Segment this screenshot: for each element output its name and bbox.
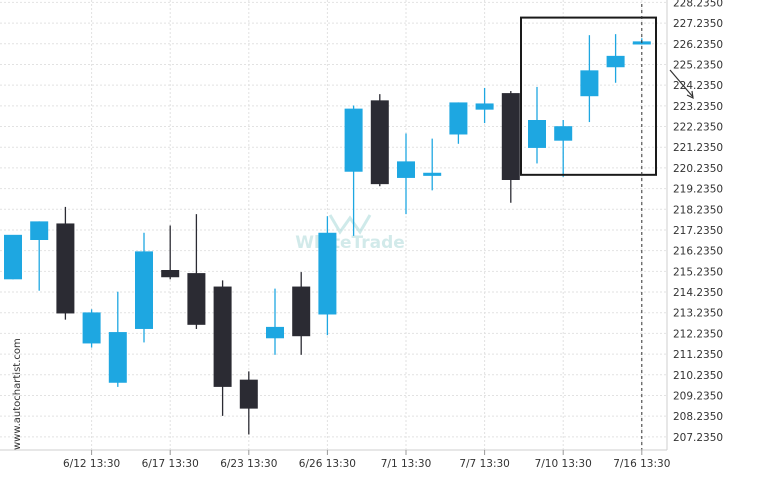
watermark-brand-text: WhiteTrade: [295, 233, 405, 253]
x-tick-label: 6/12 13:30: [63, 458, 120, 470]
candle-bearish: [161, 225, 180, 280]
candle-body: [266, 326, 284, 339]
y-tick-label: 209.2350: [673, 390, 723, 402]
y-tick-label: 207.2350: [673, 432, 723, 444]
candle-body: [606, 55, 625, 68]
y-tick-label: 223.2350: [673, 101, 723, 113]
candle-body: [82, 312, 101, 344]
candle-body: [501, 93, 520, 180]
candle-bullish: [4, 234, 22, 280]
forecast-arrow-head: [686, 90, 694, 100]
y-tick-label: 219.2350: [673, 184, 723, 196]
y-tick-label: 227.2350: [673, 18, 723, 30]
y-tick-label: 212.2350: [673, 328, 723, 340]
y-tick-label: 208.2350: [673, 411, 723, 423]
candle-body: [56, 223, 75, 314]
candle-bullish: [580, 35, 599, 123]
x-tick-label: 6/23 13:30: [220, 458, 277, 470]
candle-bullish: [318, 216, 337, 336]
candle-body: [4, 234, 22, 280]
y-tick-label: 224.2350: [673, 80, 723, 92]
y-tick-label: 218.2350: [673, 204, 723, 216]
candle-bullish: [449, 102, 468, 144]
candle-body: [30, 221, 49, 240]
grid: [0, 0, 667, 450]
x-tick-label: 7/16 13:30: [613, 458, 670, 470]
candle-body: [370, 100, 389, 185]
x-tick-label: 7/10 13:30: [535, 458, 592, 470]
candle-body: [397, 161, 415, 178]
y-tick-label: 210.2350: [673, 370, 723, 382]
x-tick-label: 7/7 13:30: [459, 458, 510, 470]
candle-body: [475, 103, 494, 110]
side-url-text: www.autochartist.com: [12, 338, 23, 450]
x-tick-label: 7/1 13:30: [381, 458, 432, 470]
candle-body: [161, 270, 180, 278]
candle-body: [135, 251, 153, 329]
candle-body: [318, 232, 337, 315]
candle-body: [213, 286, 232, 387]
candle-bullish: [82, 309, 101, 348]
pattern-box: [520, 16, 657, 176]
y-tick-label: 216.2350: [673, 246, 723, 258]
forecast-arrow-icon: [669, 69, 694, 100]
forecast-arrow-shaft: [669, 69, 694, 98]
candle-body: [449, 102, 468, 135]
candle-bullish: [475, 87, 494, 124]
candle-body: [292, 286, 311, 337]
y-tick-label: 213.2350: [673, 308, 723, 320]
watermark: WhiteTrade: [295, 214, 405, 253]
candle-body: [528, 120, 546, 148]
pattern-overlay: [520, 4, 694, 450]
x-tick-label: 6/26 13:30: [299, 458, 356, 470]
candle-bearish: [56, 206, 75, 320]
x-axis: 6/12 13:30 6/17 13:30 6/23 13:30 6/26 13:30…: [0, 449, 670, 470]
candle-bullish: [397, 133, 415, 215]
candle-bullish: [135, 232, 153, 343]
candle-bullish: [30, 221, 49, 291]
candle-bearish: [501, 91, 520, 203]
candle-bearish: [370, 94, 389, 187]
y-tick-label: 220.2350: [673, 163, 723, 175]
y-tick-label: 228.2350: [673, 0, 723, 9]
candle-bullish: [528, 86, 546, 164]
y-tick-label: 214.2350: [673, 287, 723, 299]
y-tick-label: 217.2350: [673, 225, 723, 237]
candle-body: [239, 379, 258, 409]
candle-bullish: [554, 120, 573, 177]
y-tick-label: 225.2350: [673, 59, 723, 71]
candle-body: [423, 172, 442, 176]
candle-bearish: [239, 371, 258, 435]
y-tick-label: 211.2350: [673, 349, 723, 361]
candle-body: [554, 126, 573, 141]
candle-bearish: [292, 272, 311, 355]
candle-bullish: [606, 34, 625, 83]
y-axis: 228.2350 227.2350 226.2350 225.2350 224.2350…: [666, 0, 723, 450]
x-tick-label: 6/17 13:30: [142, 458, 199, 470]
candle-body: [187, 273, 206, 325]
candle-bearish: [187, 214, 206, 329]
candle-bullish: [108, 291, 127, 387]
y-tick-label: 221.2350: [673, 142, 723, 154]
y-tick-label: 215.2350: [673, 266, 723, 278]
candle-bullish: [423, 138, 442, 191]
candle-body: [108, 332, 127, 383]
watermark-logo-icon: [328, 214, 372, 235]
candle-body: [344, 108, 363, 172]
candle-bearish: [213, 280, 232, 416]
candle-bullish: [266, 288, 284, 355]
candle-bullish: [344, 105, 363, 236]
candle-body: [580, 70, 599, 97]
y-tick-label: 226.2350: [673, 39, 723, 51]
y-tick-label: 222.2350: [673, 122, 723, 134]
candles: [4, 34, 651, 435]
